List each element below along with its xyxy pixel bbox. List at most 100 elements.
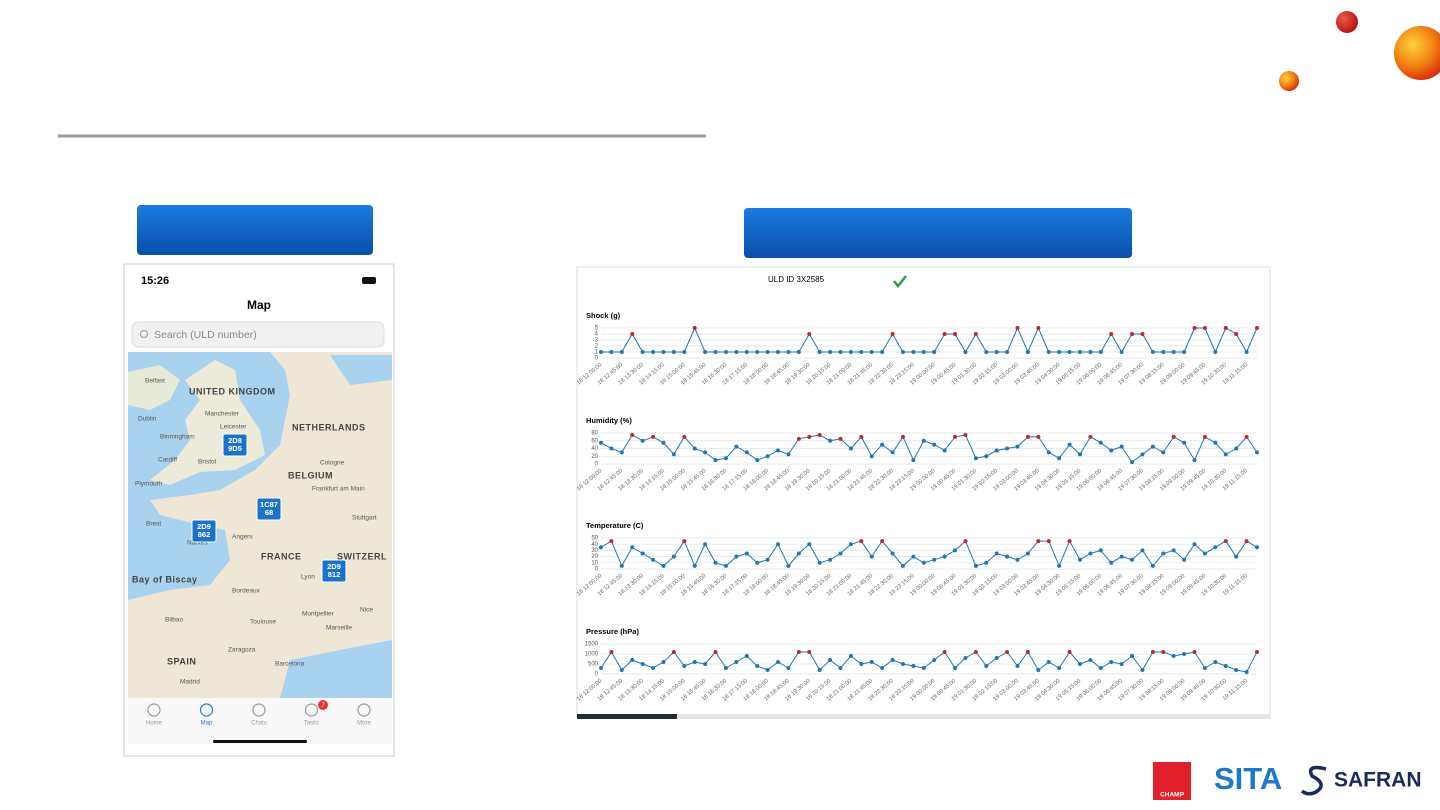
map-label: Brest xyxy=(146,521,161,528)
data-point xyxy=(713,350,718,354)
data-point xyxy=(880,539,885,544)
safran-mark xyxy=(1300,765,1327,796)
data-point xyxy=(848,654,853,658)
data-point xyxy=(786,563,791,568)
series-line xyxy=(600,434,1258,463)
uld-marker[interactable] xyxy=(256,497,282,521)
data-point xyxy=(1015,444,1020,449)
map[interactable]: Belfast UNITED KINGDOM Dublin Manchester… xyxy=(128,352,392,698)
tab-label: Home xyxy=(146,721,163,727)
tab-icon[interactable] xyxy=(252,703,266,717)
data-point xyxy=(776,350,781,354)
map-label: Bristol xyxy=(198,459,217,466)
data-point xyxy=(609,350,614,354)
data-point xyxy=(1244,434,1249,439)
data-point xyxy=(859,539,864,544)
search-placeholder: Search (ULD number) xyxy=(154,329,257,341)
data-point xyxy=(869,660,874,664)
y-tick-label: 1500 xyxy=(585,642,599,648)
data-point xyxy=(1046,660,1051,664)
uld-marker-label: 68 xyxy=(265,508,273,517)
data-point xyxy=(1202,551,1207,556)
data-point xyxy=(1025,551,1030,556)
uld-marker[interactable] xyxy=(321,559,347,583)
data-point xyxy=(1046,539,1051,544)
data-point xyxy=(900,434,905,439)
data-point xyxy=(1098,666,1103,670)
data-point xyxy=(848,542,853,547)
tab-icon[interactable] xyxy=(357,703,371,717)
data-point xyxy=(765,557,770,562)
scroll-thumb[interactable] xyxy=(577,714,677,719)
data-point xyxy=(984,664,989,668)
champ-logo xyxy=(1153,762,1191,800)
data-point xyxy=(817,668,822,672)
data-point xyxy=(817,432,822,437)
data-point xyxy=(963,539,968,544)
data-point xyxy=(1119,444,1124,449)
badge xyxy=(318,700,328,710)
data-point xyxy=(942,448,947,453)
map-label: UNITED KINGDOM xyxy=(189,386,276,396)
data-point xyxy=(932,442,937,447)
map-label: Zaragoza xyxy=(228,647,256,654)
chart-title: Temperature (C) xyxy=(586,521,644,530)
data-point xyxy=(1005,650,1010,654)
data-point xyxy=(619,450,624,455)
data-point xyxy=(953,666,958,670)
data-point xyxy=(1150,444,1155,449)
search-box[interactable] xyxy=(131,321,385,348)
data-point xyxy=(1098,440,1103,445)
sea xyxy=(330,355,392,385)
map-label: Bay of Biscay xyxy=(132,574,198,584)
data-point xyxy=(682,350,687,354)
map-label: Cologne xyxy=(320,460,345,467)
data-point xyxy=(1255,650,1259,654)
data-point xyxy=(921,438,926,443)
data-point xyxy=(869,454,874,459)
data-point xyxy=(1244,670,1249,674)
data-point xyxy=(755,560,760,565)
data-point xyxy=(630,545,635,550)
sea xyxy=(280,640,392,698)
uld-marker[interactable] xyxy=(191,519,217,543)
data-point xyxy=(900,563,905,568)
data-point xyxy=(1057,563,1062,568)
map-label: FRANCE xyxy=(261,551,302,561)
data-point xyxy=(1130,332,1135,336)
data-point xyxy=(973,650,978,654)
data-point xyxy=(828,438,833,443)
map-label: Plymouth xyxy=(135,481,162,488)
map-label: Madrid xyxy=(180,679,200,686)
data-point xyxy=(609,650,614,654)
data-point xyxy=(1088,350,1093,354)
data-point xyxy=(953,434,958,439)
data-point xyxy=(599,545,603,550)
data-point xyxy=(1192,650,1197,654)
data-point xyxy=(703,350,708,354)
uld-marker[interactable] xyxy=(222,433,248,457)
data-point xyxy=(1140,668,1145,672)
data-point xyxy=(755,458,760,463)
tab-icon[interactable] xyxy=(304,703,319,717)
data-point xyxy=(1077,557,1082,562)
data-point xyxy=(1119,554,1124,559)
deco-circle xyxy=(1279,71,1299,91)
data-point xyxy=(713,560,718,565)
data-point xyxy=(1234,554,1239,559)
data-point xyxy=(828,350,833,354)
uld-marker-label: 862 xyxy=(198,530,211,539)
y-tick-label: 80 xyxy=(591,431,598,437)
deco-circle xyxy=(1394,26,1440,80)
data-point xyxy=(723,350,728,354)
data-point xyxy=(1150,563,1155,568)
data-point xyxy=(796,551,801,556)
data-point xyxy=(1234,332,1239,336)
data-point xyxy=(1005,554,1010,559)
data-point xyxy=(776,542,781,547)
tab-icon[interactable] xyxy=(147,703,161,717)
tab-icon[interactable] xyxy=(199,703,214,717)
y-tick-label: 1000 xyxy=(585,652,599,658)
data-point xyxy=(1244,350,1249,354)
data-point xyxy=(619,668,624,672)
